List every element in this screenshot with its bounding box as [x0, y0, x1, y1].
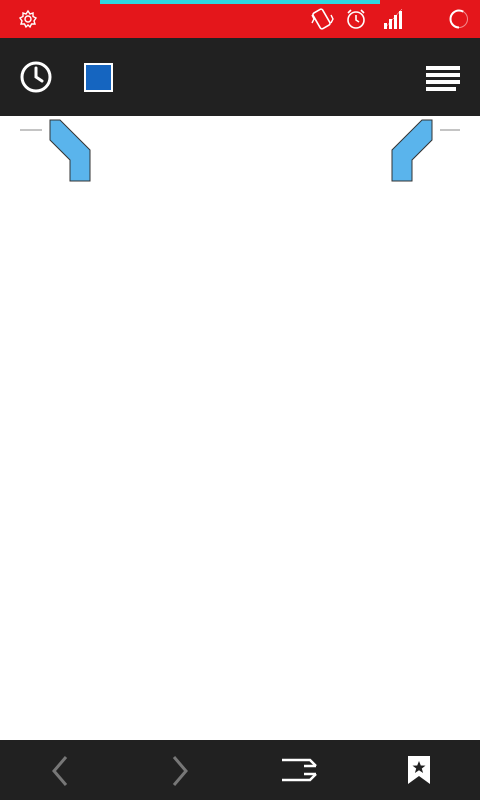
- status-icons: [311, 8, 403, 30]
- web-content[interactable]: [0, 116, 480, 740]
- bracelet-patterns-image: [20, 119, 460, 182]
- signal-icon: [383, 8, 403, 30]
- loading-progress-bar: [100, 0, 380, 4]
- vibrate-icon: [311, 8, 334, 30]
- tabs-stack-icon: [282, 758, 317, 782]
- alarm-icon: [347, 9, 365, 29]
- battery-icon: [449, 9, 469, 29]
- chevron-left-icon[interactable]: [48, 754, 72, 788]
- top-diagram: [20, 119, 460, 182]
- tabs-count-button[interactable]: [278, 754, 322, 788]
- tabs-menu-icon[interactable]: [426, 64, 462, 92]
- browser-toolbar: [0, 38, 480, 116]
- chevron-right-icon[interactable]: [168, 754, 192, 788]
- status-bar: [0, 0, 480, 38]
- clock-icon[interactable]: [19, 60, 53, 94]
- bookmark-icon[interactable]: [406, 754, 432, 786]
- site-logo: [84, 63, 113, 92]
- bottom-navigation-bar: [0, 740, 480, 800]
- app-notification-icon: [18, 9, 38, 29]
